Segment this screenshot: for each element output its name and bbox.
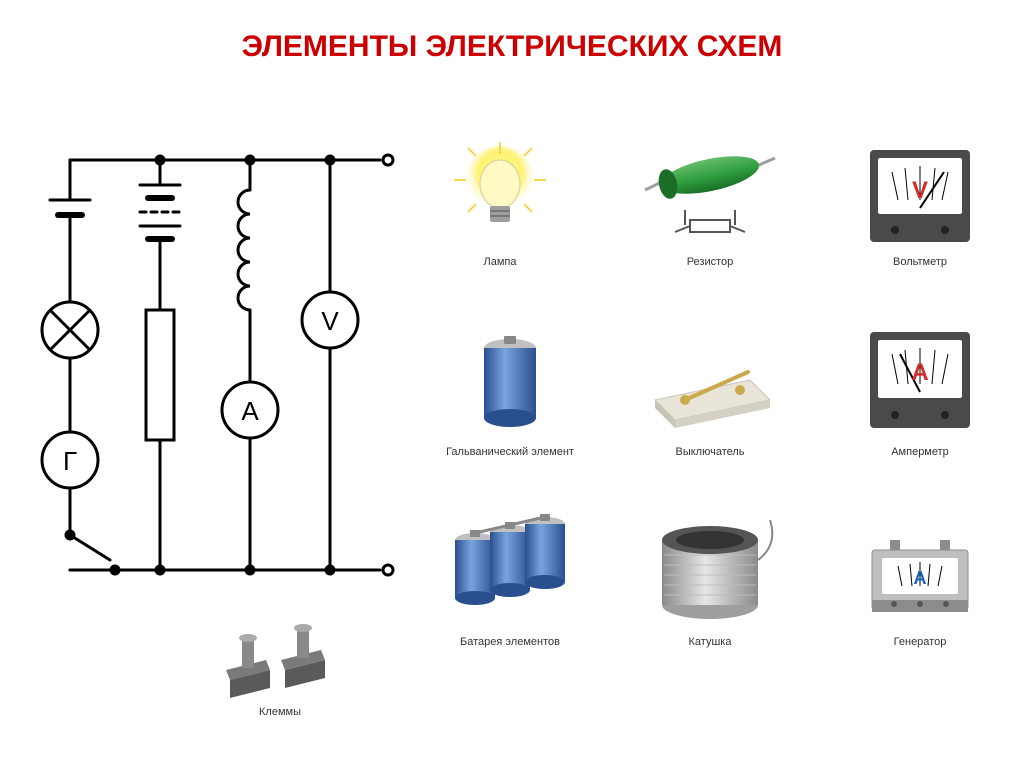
ammeter-icon: A [850,320,990,440]
component-terminals: Клеммы [200,610,360,718]
coil-label: Катушка [630,636,790,648]
svg-text:A: A [241,396,259,426]
coil-icon [630,500,790,630]
ammeter-label: Амперметр [850,446,990,458]
lamp-label: Лампа [440,256,560,268]
terminals-icon [200,610,360,700]
switch-label: Выключатель [630,446,790,458]
svg-text:Г: Г [63,446,77,476]
component-coil: Катушка [630,500,790,648]
svg-text:A: A [914,568,927,588]
galvanic-label: Гальванический элемент [440,446,580,458]
terminals-label: Клеммы [200,706,360,718]
resistor-label: Резистор [630,256,790,268]
galvanic-icon [440,320,580,440]
page-title: ЭЛЕМЕНТЫ ЭЛЕКТРИЧЕСКИХ СХЕМ [0,30,1024,64]
component-lamp: Лампа [440,140,560,268]
component-generator: A Генератор [850,500,990,648]
component-battery: Батарея элементов [430,500,590,648]
svg-text:A: A [911,359,928,386]
component-switch: Выключатель [630,320,790,458]
component-voltmeter: V Вольтметр [850,140,990,268]
component-ammeter: A Амперметр [850,320,990,458]
generator-label: Генератор [850,636,990,648]
svg-text:V: V [912,177,928,204]
lamp-icon [440,140,560,250]
voltmeter-icon: V [850,140,990,250]
battery-label: Батарея элементов [430,636,590,648]
generator-icon: A [850,500,990,630]
circuit-schematic: Г A V [40,130,410,600]
component-resistor: Резистор [630,140,790,268]
component-galvanic: Гальванический элемент [440,320,580,458]
resistor-icon [630,140,790,250]
svg-text:V: V [321,306,339,336]
switch-icon [630,320,790,440]
battery-icon [430,500,590,630]
voltmeter-label: Вольтметр [850,256,990,268]
